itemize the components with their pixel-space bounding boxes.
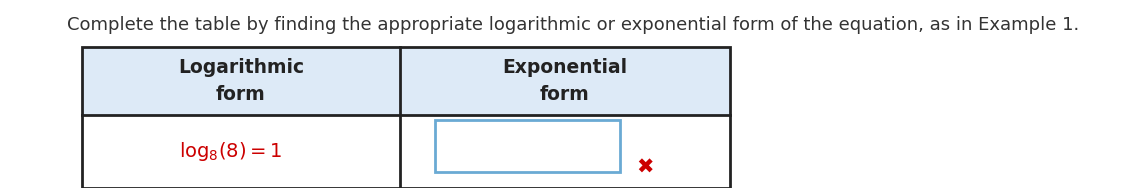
Text: Complete the table by finding the appropriate logarithmic or exponential form of: Complete the table by finding the approp… [66, 16, 1080, 34]
Text: Exponential
form: Exponential form [502, 58, 628, 104]
Bar [435, 120, 620, 172]
Text: $\mathrm{log}_8(8) = 1$: $\mathrm{log}_8(8) = 1$ [179, 140, 283, 163]
Bar [83, 115, 400, 188]
Bar [400, 47, 730, 115]
Text: Logarithmic
form: Logarithmic form [178, 58, 304, 104]
Bar [83, 47, 730, 188]
Text: ✖: ✖ [636, 158, 653, 178]
Bar [83, 47, 400, 115]
Bar [400, 115, 730, 188]
